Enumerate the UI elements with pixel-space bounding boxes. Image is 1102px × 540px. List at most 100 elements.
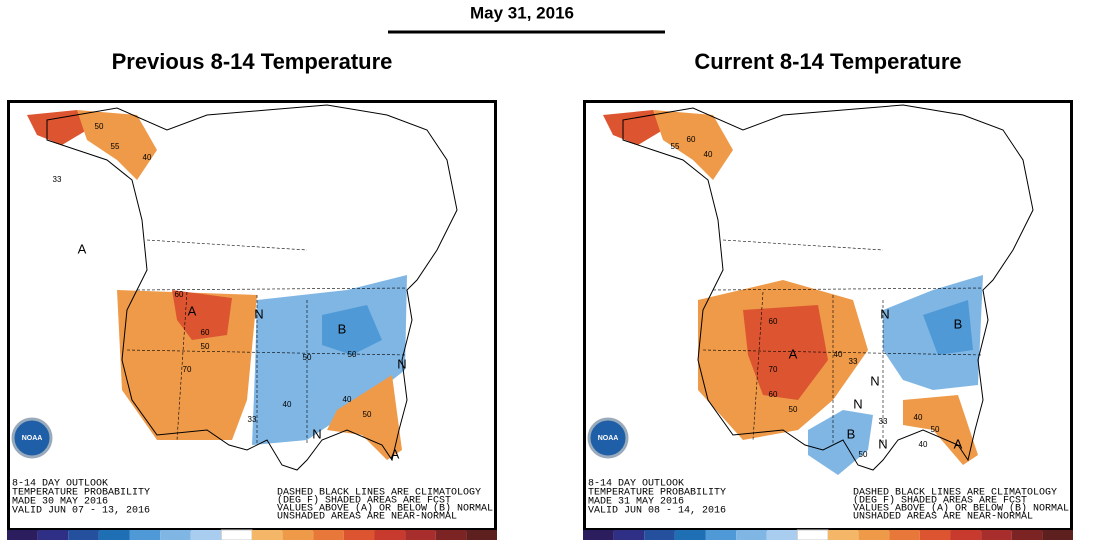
map-label: 40: [914, 413, 923, 422]
map-label: A: [188, 303, 197, 318]
color-scale: [343, 530, 375, 540]
color-scale: [7, 530, 38, 540]
map-label: 33: [849, 357, 858, 366]
color-scale: [981, 530, 1012, 540]
map-label: 40: [343, 395, 352, 404]
borders: [126, 239, 408, 445]
noaa-logo: [587, 417, 629, 459]
color-scale: [583, 530, 614, 540]
outlook-info: VALID JUN 08 - 14, 2016: [588, 506, 726, 517]
map-label: A: [391, 446, 400, 461]
color-scale: [190, 530, 222, 540]
outlook-info: MADE 31 MAY 2016: [588, 497, 684, 508]
map-label: 55: [111, 142, 120, 151]
map-label: 60: [769, 390, 778, 399]
map-label: 40: [919, 440, 928, 449]
legend-note: UNSHADED AREAS ARE NEAR-NORMAL: [277, 512, 457, 523]
forecast-area: [172, 290, 232, 340]
coastline: [46, 104, 458, 471]
color-scale: [858, 530, 890, 540]
map-label: A: [78, 241, 87, 256]
color-scale: [374, 530, 406, 540]
forecast-area: [77, 110, 157, 180]
color-scale: [796, 529, 829, 540]
forecast-area: [923, 300, 973, 355]
color-scale: [613, 530, 645, 540]
outlook-info: MADE 30 MAY 2016: [12, 497, 108, 508]
color-scale: [919, 530, 951, 540]
color-scale: [644, 530, 675, 540]
map-label: N: [254, 306, 263, 321]
color-scale: [1011, 530, 1043, 540]
legend-note: UNSHADED AREAS ARE NEAR-NORMAL: [853, 512, 1033, 523]
map-label: 60: [687, 135, 696, 144]
color-scale: [705, 530, 737, 540]
forecast-area: [653, 110, 733, 180]
map-label: 50: [789, 405, 798, 414]
map-label: 50: [363, 410, 372, 419]
map-label: N: [312, 426, 321, 441]
map-label: A: [954, 436, 963, 451]
outlook-info: TEMPERATURE PROBABILITY: [12, 488, 150, 499]
forecast-area: [322, 305, 382, 355]
outlook-info: VALID JUN 07 - 13, 2016: [12, 506, 150, 517]
map-label: 33: [879, 417, 888, 426]
color-scale: [674, 530, 706, 540]
map-label: 50: [201, 342, 210, 351]
map-label: N: [880, 306, 889, 321]
color-scale: [435, 530, 467, 540]
map-label: 60: [201, 328, 210, 337]
color-scale: [1042, 530, 1073, 540]
legend-note: DASHED BLACK LINES ARE CLIMATOLOGY: [277, 488, 481, 499]
map-label: 55: [671, 142, 680, 151]
color-scale: [766, 530, 798, 540]
map-label: 50: [931, 425, 940, 434]
color-scale: [68, 530, 99, 540]
color-scale: [313, 530, 344, 540]
color-scale: [405, 530, 436, 540]
color-scale: [466, 530, 497, 540]
map-label: 50: [859, 450, 868, 459]
forecast-area: [808, 410, 873, 475]
panel-title: Current 8-14 Temperature: [694, 49, 961, 74]
color-scale: [129, 530, 161, 540]
map-label: N: [870, 373, 879, 388]
legend-note: (DEG F) SHADED AREAS ARE FCST: [853, 495, 1027, 507]
noaa-logo: [11, 417, 53, 459]
map-label: 60: [175, 290, 184, 299]
legend-note: DASHED BLACK LINES ARE CLIMATOLOGY: [853, 488, 1057, 499]
map-label: 40: [834, 350, 843, 359]
panel-title: Previous 8-14 Temperature: [112, 49, 393, 74]
map-label: A: [789, 346, 798, 361]
map-label: 70: [183, 365, 192, 374]
legend-note: VALUES ABOVE (A) OR BELOW (B) NORMAL: [853, 503, 1069, 515]
color-scale: [282, 530, 314, 540]
map-label: 33: [248, 415, 257, 424]
color-scale: [220, 529, 253, 540]
panel: Previous 8-14 Temperature A A A B N N N 50 55 40 60…: [7, 49, 497, 540]
legend-note: (DEG F) SHADED AREAS ARE FCST: [277, 495, 451, 507]
color-scale: [252, 530, 283, 540]
color-scale: [37, 530, 69, 540]
outlook-info: TEMPERATURE PROBABILITY: [588, 488, 726, 499]
map-label: 40: [704, 150, 713, 159]
date: May 31, 2016: [470, 3, 574, 22]
map-label: 50: [95, 122, 104, 131]
map-label: N: [878, 436, 887, 451]
noaa-logo-text: NOAA: [598, 435, 619, 442]
map-label: 70: [769, 365, 778, 374]
coastline: [622, 104, 1034, 471]
forecast-area: [27, 110, 87, 145]
borders: [702, 239, 984, 445]
color-scale: [828, 530, 859, 540]
noaa-logo-text: NOAA: [22, 435, 43, 442]
forecast-area: [327, 375, 402, 460]
forecast-area: [603, 110, 663, 145]
color-scale: [736, 530, 767, 540]
panel: Current 8-14 TemperatureAABBNNNN55604060…: [583, 49, 1073, 540]
legend-note: VALUES ABOVE (A) OR BELOW (B) NORMAL: [277, 503, 493, 515]
map-label: N: [397, 356, 406, 371]
outlook-info: 8-14 DAY OUTLOOK: [12, 479, 108, 490]
color-scale: [98, 530, 130, 540]
